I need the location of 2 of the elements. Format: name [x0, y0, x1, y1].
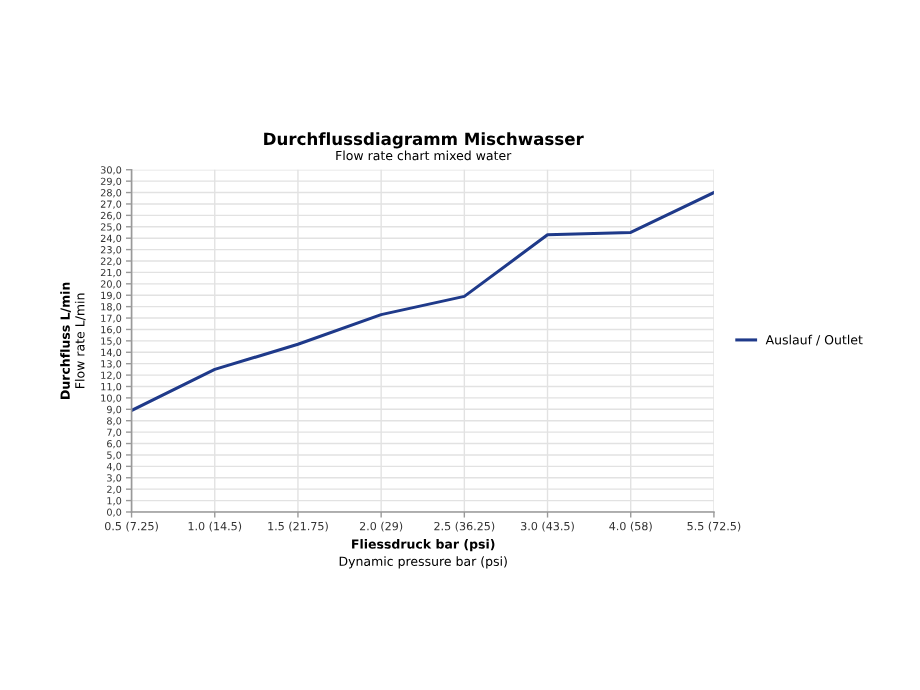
line-series — [131, 191, 714, 412]
chart-title: Durchflussdiagramm Mischwasser — [264, 132, 584, 149]
